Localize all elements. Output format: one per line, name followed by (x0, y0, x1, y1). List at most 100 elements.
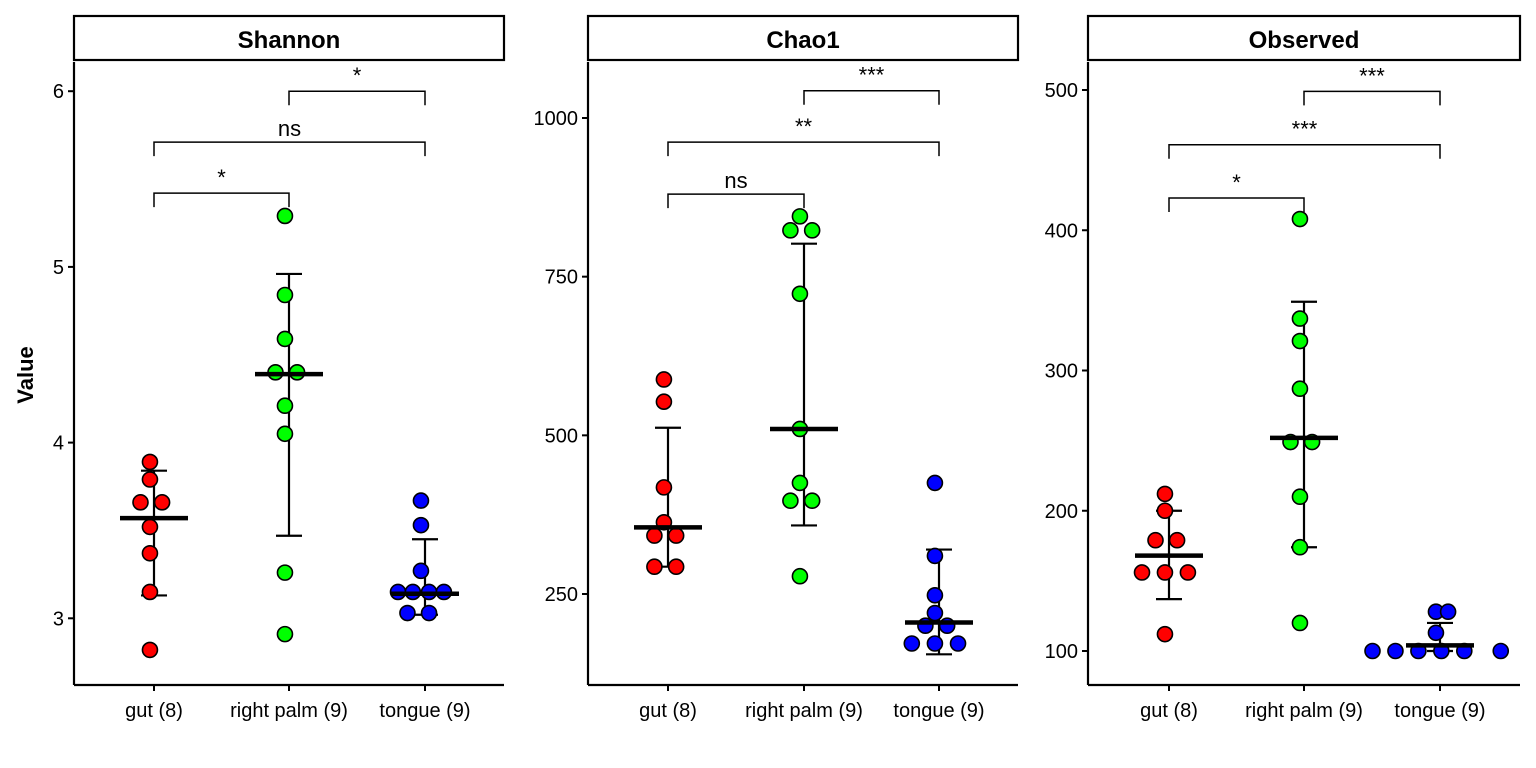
chao1-right-palm-point (791, 208, 809, 225)
chao1-y-tick-label: 500 (545, 425, 578, 447)
chao1-tongue-point (926, 635, 944, 652)
observed-y-tick-label: 500 (1045, 80, 1078, 102)
chao1-significance-bracket: ** (667, 114, 940, 157)
observed-right-palm-group (1270, 210, 1338, 632)
observed-gut-point (1179, 564, 1197, 581)
shannon-right-palm-point (276, 625, 294, 643)
shannon-strip (72, 14, 506, 62)
observed-right-palm-point (1291, 210, 1309, 228)
observed-significance-label: *** (1359, 63, 1385, 88)
observed-title: Observed (1249, 27, 1360, 54)
chao1-significance-label: ** (795, 114, 813, 139)
chao1-strip (586, 14, 1020, 62)
observed-gut-point (1147, 531, 1164, 549)
chao1-bracket-line (667, 193, 805, 209)
chao1-tongue-point (926, 604, 944, 622)
observed-gut-point (1156, 564, 1174, 581)
observed-right-palm-point (1291, 538, 1309, 556)
shannon-significance-label: ns (278, 116, 301, 141)
panel-observed: Observed 100 200 300 400 500 gut (8) right palm… (1045, 14, 1522, 722)
chao1-right-palm-point (803, 492, 821, 510)
shannon-y-tick-label: 3 (53, 608, 64, 630)
shannon-gut-point (141, 471, 159, 488)
shannon-gut-group (120, 453, 188, 659)
chao1-right-palm-point (803, 222, 821, 239)
chao1-tongue-point (926, 586, 944, 604)
observed-gut-point (1156, 485, 1174, 503)
observed-tongue-point (1427, 624, 1445, 642)
shannon-right-palm-point (276, 397, 294, 415)
observed-y-tick-label: 200 (1045, 501, 1078, 523)
chao1-gut-point (655, 393, 673, 410)
chao1-bracket-line (667, 141, 940, 157)
chao1-gut-group (634, 371, 702, 576)
shannon-right-palm-group (255, 207, 323, 643)
observed-significance-bracket: *** (1168, 117, 1441, 159)
chao1-gut-point (646, 527, 663, 544)
observed-tongue-group (1364, 603, 1510, 660)
chao1-tongue-point (926, 547, 944, 565)
observed-bracket-line (1168, 197, 1305, 212)
chao1-right-palm-point (791, 474, 809, 492)
shannon-tongue-point (412, 492, 430, 509)
shannon-bracket-line (288, 90, 426, 106)
observed-gut-group (1133, 485, 1203, 643)
observed-gut-point (1133, 564, 1151, 581)
chao1-gut-point (667, 558, 685, 576)
shannon-gut-point (141, 453, 159, 471)
shannon-x-tick-label: gut (8) (125, 700, 183, 722)
shannon-right-palm-point (276, 286, 294, 304)
shannon-significance-label: * (217, 165, 226, 190)
shannon-bracket-line (153, 192, 290, 208)
observed-right-palm-point (1291, 488, 1309, 506)
observed-significance-label: * (1232, 170, 1241, 195)
observed-tongue-point (1387, 642, 1404, 660)
observed-strip (1086, 14, 1522, 62)
chao1-right-palm-point (791, 285, 809, 303)
observed-significance-bracket: *** (1303, 63, 1441, 106)
shannon-tongue-point (399, 604, 416, 622)
shannon-gut-point (141, 583, 159, 601)
shannon-significance-label: * (353, 63, 362, 88)
shannon-significance-bracket: * (153, 165, 290, 208)
chao1-gut-point (655, 371, 673, 388)
shannon-x-tick-label: right palm (9) (230, 700, 348, 722)
chao1-bracket-line (803, 89, 940, 105)
y-axis-label: Value (13, 346, 38, 403)
chao1-significance-bracket: *** (803, 63, 940, 105)
observed-gut-point (1156, 502, 1174, 520)
shannon-right-palm-point (276, 330, 294, 348)
observed-bracket-line (1303, 90, 1441, 106)
shannon-gut-point (141, 544, 159, 562)
observed-tongue-point (1439, 603, 1457, 621)
observed-tongue-point (1492, 642, 1510, 660)
shannon-gut-point (153, 494, 171, 511)
shannon-y-tick-label: 5 (53, 257, 64, 279)
observed-right-palm-point (1291, 614, 1309, 632)
chao1-tongue-group (903, 474, 973, 656)
shannon-right-palm-point (276, 564, 294, 581)
chao1-title: Chao1 (766, 27, 839, 54)
chao1-right-palm-group (770, 208, 838, 585)
shannon-gut-point (132, 494, 149, 511)
chao1-gut-point (667, 527, 685, 544)
shannon-right-palm-point (276, 207, 294, 225)
chao1-y-tick-label: 1000 (534, 108, 579, 130)
observed-y-tick-label: 400 (1045, 220, 1078, 242)
observed-tongue-point (1364, 642, 1381, 660)
chao1-x-tick-label: right palm (9) (745, 700, 863, 722)
chao1-y-tick-label: 250 (545, 584, 578, 606)
chao1-x-tick-label: tongue (9) (893, 700, 984, 722)
chao1-x-tick-label: gut (8) (639, 700, 697, 722)
chao1-gut-point (646, 558, 663, 576)
chao1-gut-point (655, 479, 673, 496)
shannon-tongue-point (412, 562, 430, 580)
observed-right-palm-point (1291, 332, 1309, 350)
chao1-significance-label: *** (859, 63, 885, 88)
chao1-significance-label: ns (724, 168, 747, 193)
observed-significance-label: *** (1292, 117, 1318, 142)
chao1-right-palm-point (782, 492, 799, 510)
observed-x-tick-label: tongue (9) (1394, 700, 1485, 722)
observed-y-tick-label: 100 (1045, 641, 1078, 663)
